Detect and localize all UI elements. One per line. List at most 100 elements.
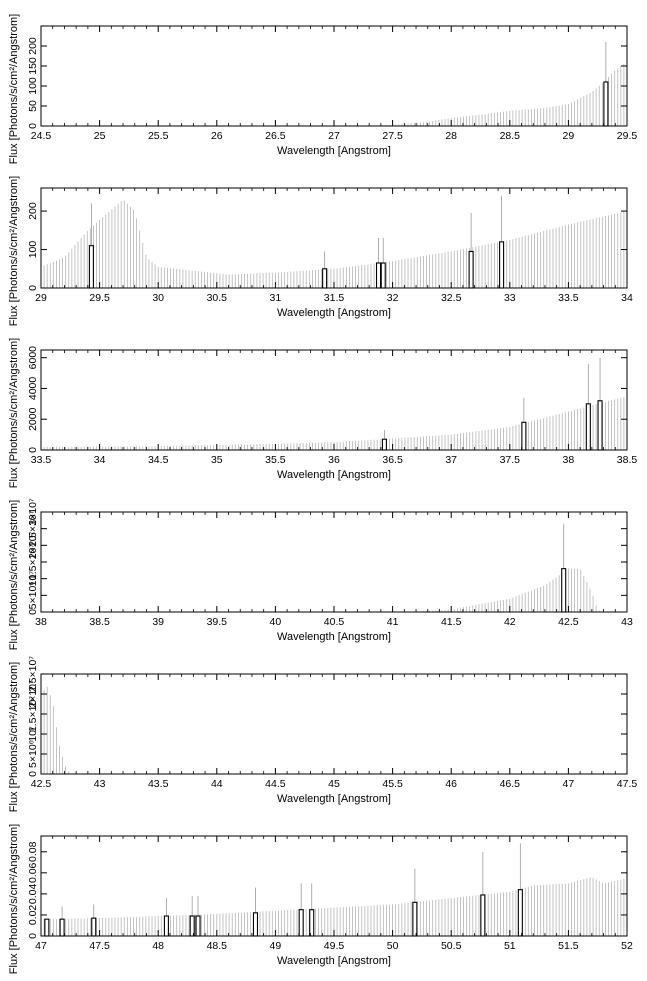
y-tick-label: 2000 [27,407,39,431]
x-tick-label: 29 [563,130,575,142]
x-tick-label: 40.5 [324,616,345,628]
emission-line-bar [44,918,50,937]
x-tick-label: 39.5 [207,616,228,628]
x-tick-label: 30 [152,292,164,304]
x-tick-label: 51.5 [558,940,579,952]
x-axis-label: Wavelength [Angstrom] [277,955,391,967]
chart-panel-5: 42.5 43 43.5 44 44.5 45 45.5 46 46.5 47 47.5 0 5×10⁶… [8,656,637,812]
emission-line-bar [195,915,201,937]
plot-frame [40,511,628,613]
y-tick-label: 2×10⁷ [27,531,39,559]
x-tick-label: 47 [563,778,575,790]
x-tick-label: 37 [445,454,457,466]
x-tick-label: 42 [504,616,516,628]
x-tick-label: 26 [211,130,223,142]
emission-line-bar [381,438,387,451]
x-tick-label: 29 [35,292,47,304]
emission-line-bar [163,915,169,937]
y-axis-label: Flux [Photons/s/cm²/Angstrom] [8,14,20,164]
continuum-bins [40,686,70,774]
emission-line-bar [585,403,591,451]
chart-panel-3: 33.5 34 34.5 35 35.5 36 36.5 37 37.5 38 38.5 0 2000 4… [8,338,637,488]
x-tick-label: 34 [621,292,633,304]
continuum-bins [395,568,603,612]
chart-panel-2: 29 29.5 30 30.5 31 31.5 32 32.5 33 33.5 34 0 100 200 W… [8,176,633,326]
y-tick-label: 100 [27,77,39,95]
x-tick-label: 36 [328,454,340,466]
x-tick-label: 28 [445,130,457,142]
plot-frame [40,349,628,451]
x-tick-label: 52 [621,940,633,952]
emission-line-bar [499,241,505,289]
x-tick-label: 35 [211,454,223,466]
y-tick-label: 100 [27,241,39,259]
x-tick-label: 35.5 [265,454,286,466]
x-tick-label: 24.5 [31,130,52,142]
x-tick-label: 47.5 [617,778,638,790]
x-tick-label: 38 [35,616,47,628]
emission-line-bar [380,262,386,289]
x-tick-label: 34 [94,454,106,466]
plot-frame [40,25,628,127]
emission-line-bar [517,889,523,937]
x-tick-label: 40 [270,616,282,628]
x-tick-label: 27 [328,130,340,142]
x-tick-label: 31 [270,292,282,304]
x-tick-label: 38 [563,454,575,466]
emission-line-bar [309,909,315,937]
emission-line-bar [298,909,304,937]
x-tick-label: 42.5 [558,616,579,628]
x-tick-label: 49 [270,940,282,952]
y-tick-label: 0 [27,447,39,453]
emission-line-bar [375,262,382,289]
x-tick-label: 45.5 [382,778,403,790]
x-tick-label: 43.5 [148,778,169,790]
x-axis-label: Wavelength [Angstrom] [277,307,391,319]
x-tick-label: 38.5 [89,616,110,628]
x-tick-label: 44 [211,778,223,790]
emission-line-bar [603,81,609,127]
x-tick-label: 50.5 [441,940,462,952]
y-tick-label: 200 [27,202,39,220]
x-tick-label: 29.5 [617,130,638,142]
x-tick-label: 46.5 [500,778,521,790]
y-tick-label: 10⁷ [27,571,39,587]
chart-panel-6: 47 47.5 48 48.5 49 49.5 50 50.5 51 51.5 5200.020.0… [8,824,633,974]
y-tick-label: 0 [27,609,39,615]
y-tick-label: 5×10⁶ [27,581,39,609]
continuum-bins [40,200,628,288]
emission-line-bar [561,568,567,613]
emission-line-bar [521,421,527,451]
y-tick-label: 5×10⁶ [27,740,39,768]
x-tick-label: 27.5 [382,130,403,142]
y-tick-label: 1.5×10⁷ [27,696,39,732]
y-tick-label: 2.5×10⁷ [27,656,39,692]
y-tick-label: 0 [27,285,39,291]
y-axis-label: Flux [Photons/s/cm²/Angstrom] [8,824,20,974]
y-axis-label: Flux [Photons/s/cm²/Angstrom] [8,338,20,488]
continuum-bins [336,62,628,126]
y-axis-label: Flux [Photons/s/cm²/Angstrom] [8,500,20,650]
x-tick-label: 25 [94,130,106,142]
x-tick-label: 33.5 [31,454,52,466]
x-tick-label: 37.5 [500,454,521,466]
x-tick-label: 39 [152,616,164,628]
x-axis-label: Wavelength [Angstrom] [277,145,391,157]
y-axis-label: Flux [Photons/s/cm²/Angstrom] [8,176,20,326]
y-tick-label: 0 [27,771,39,777]
y-tick-label: 0.04 [27,884,39,905]
emission-line-bar [468,250,474,289]
x-tick-label: 28.5 [500,130,521,142]
y-tick-label: 4000 [27,377,39,401]
y-tick-label: 0.08 [27,841,39,862]
x-tick-label: 43 [621,616,633,628]
x-tick-label: 41 [387,616,399,628]
x-tick-label: 32.5 [441,292,462,304]
x-tick-label: 47.5 [89,940,110,952]
x-tick-label: 44.5 [265,778,286,790]
x-tick-label: 38.5 [617,454,638,466]
x-tick-label: 47 [35,940,47,952]
x-tick-label: 29.5 [89,292,110,304]
x-tick-label: 33 [504,292,516,304]
